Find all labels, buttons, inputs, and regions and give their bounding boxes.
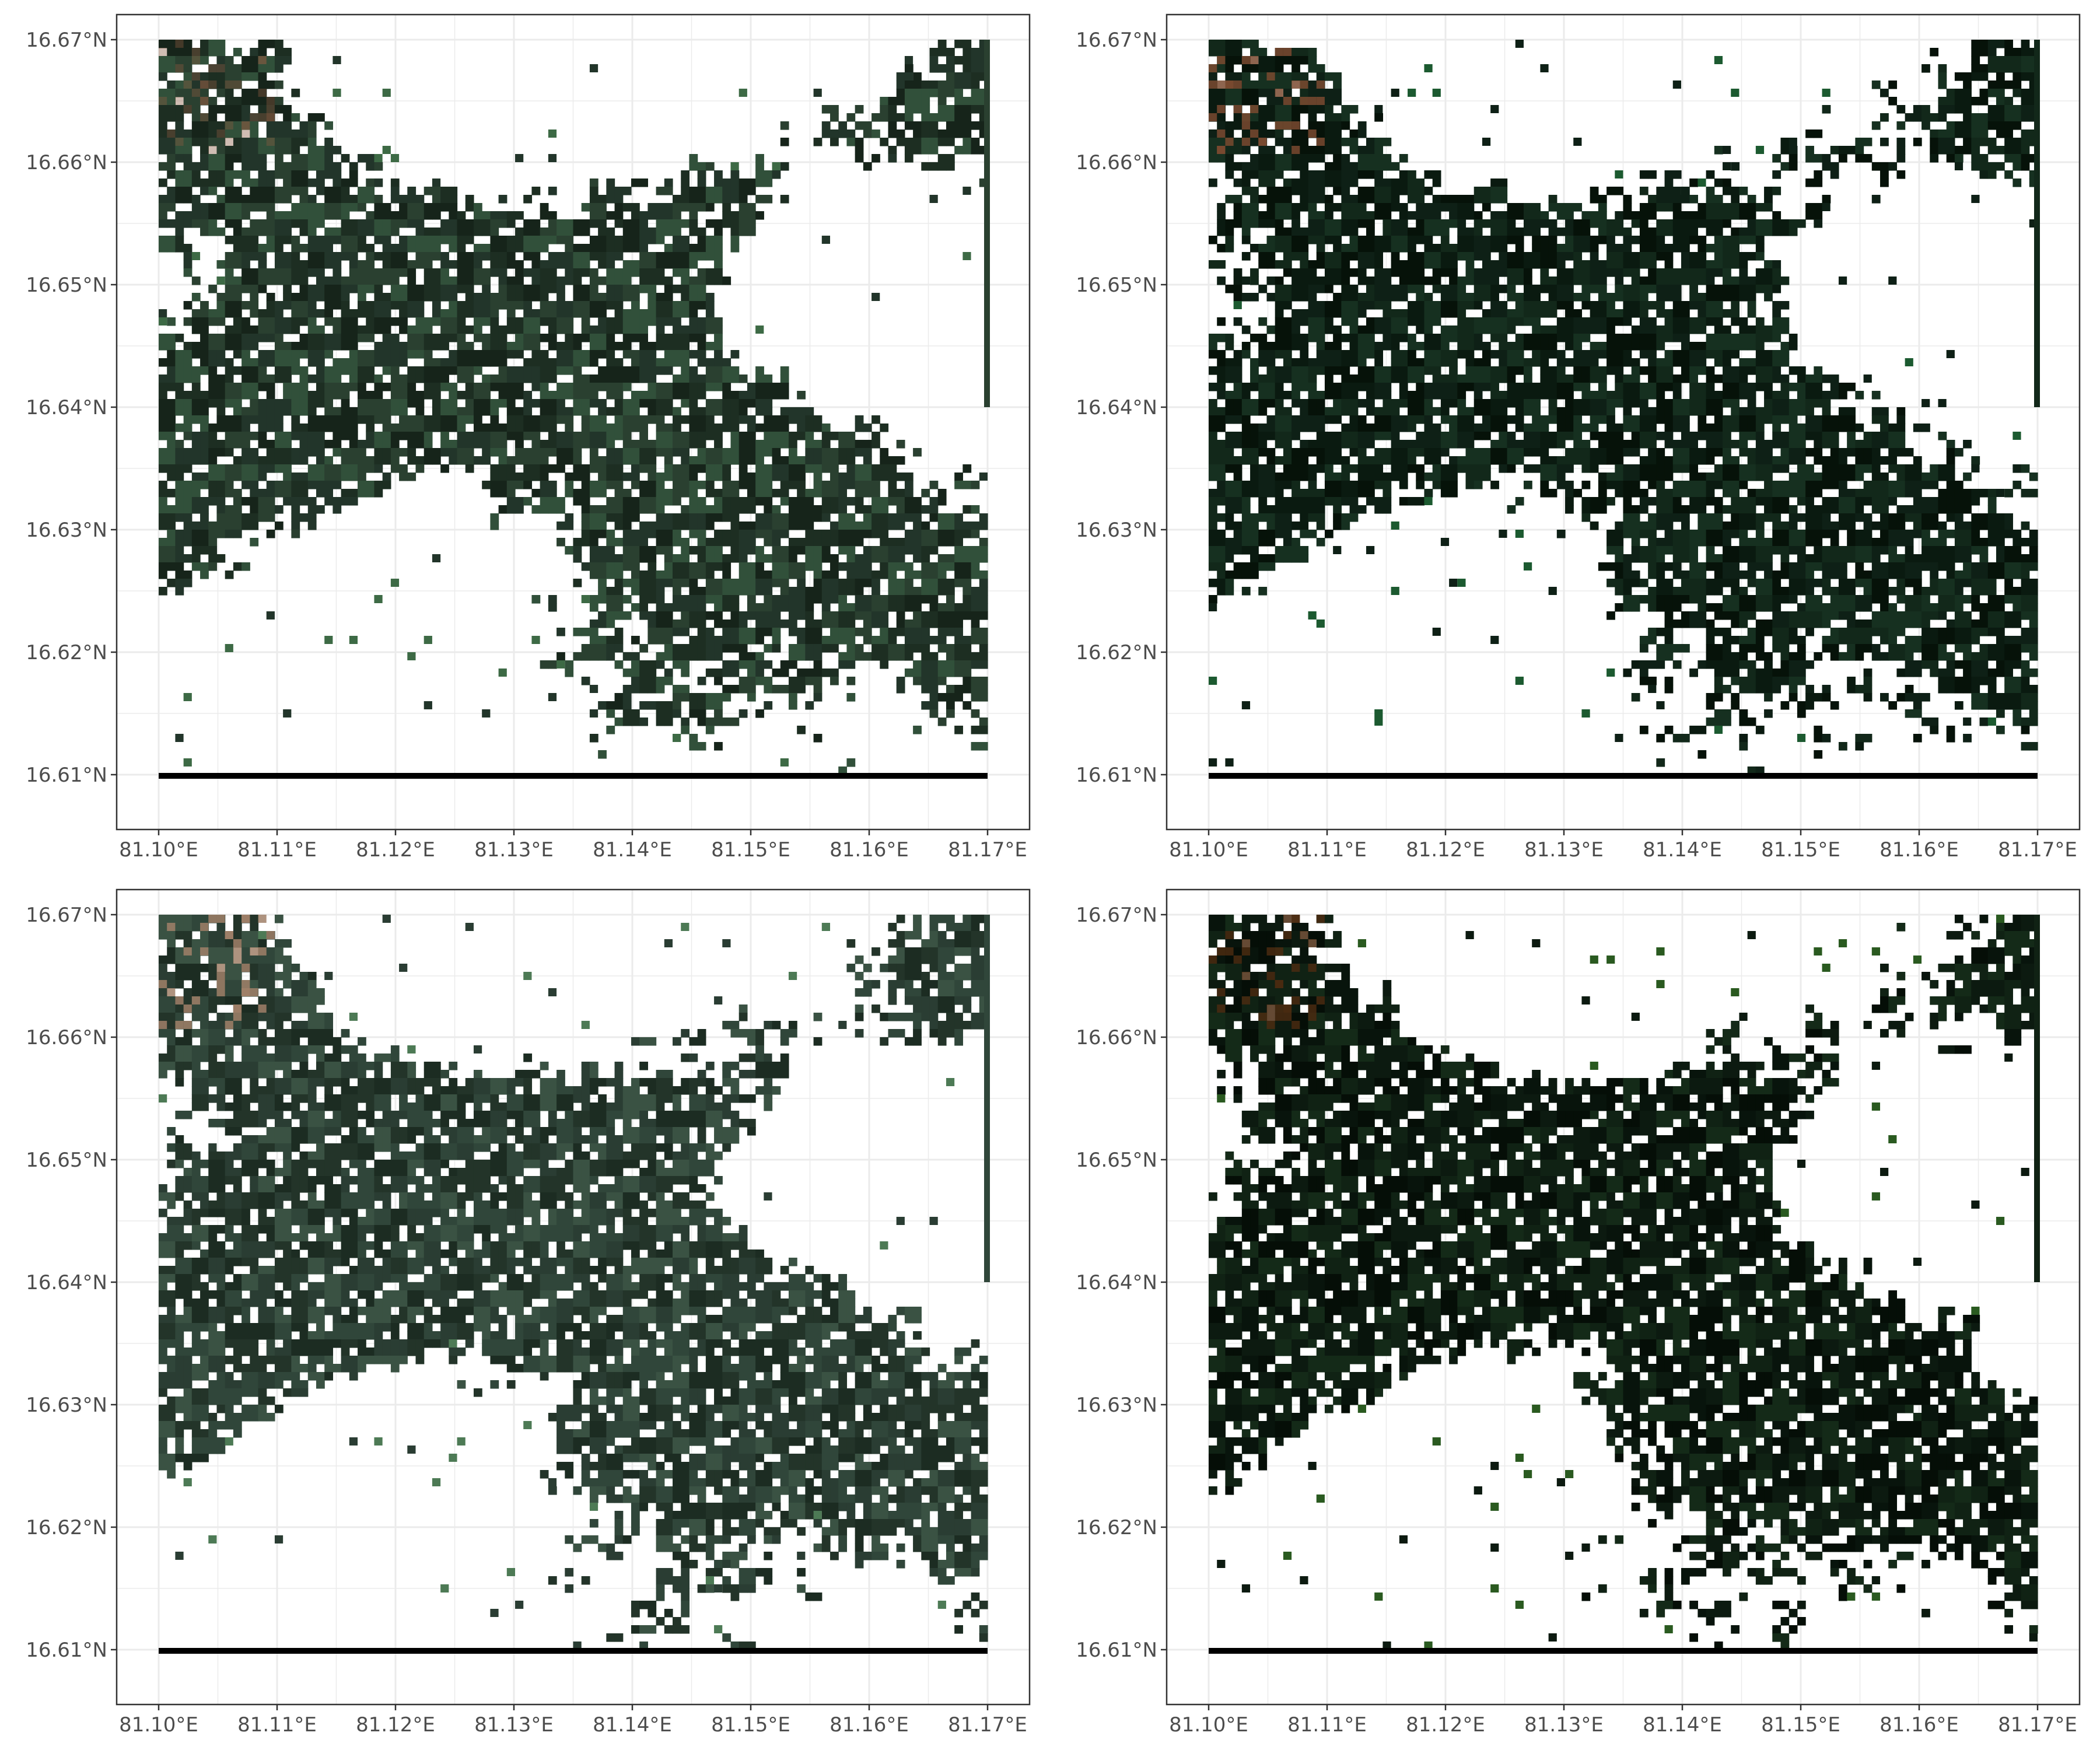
y-tick-label: 16.65°N (26, 1149, 107, 1172)
y-tick-label: 16.65°N (26, 274, 107, 297)
x-tick-label: 81.17°E (948, 838, 1027, 862)
x-tick-label: 81.16°E (1880, 838, 1959, 862)
x-tick-label: 81.11°E (237, 838, 317, 862)
x-axis: 81.10°E 81.11°E 81.12°E 81.13°E 81.14°E 81.15… (119, 830, 1027, 862)
y-tick-label: 16.65°N (1076, 274, 1157, 297)
x-tick-label: 81.16°E (830, 1713, 909, 1737)
x-tick-label: 81.13°E (474, 1713, 554, 1737)
map-svg-bottom-right: 81.10°E 81.11°E 81.12°E 81.13°E 81.14°E 81.15… (1076, 888, 2081, 1737)
map-panel-top-right: 81.10°E 81.11°E 81.12°E 81.13°E 81.14°E 81.15… (1050, 0, 2100, 875)
x-tick-label: 81.11°E (237, 1713, 317, 1737)
x-axis: 81.10°E 81.11°E 81.12°E 81.13°E 81.14°E 81.15… (1169, 830, 2077, 862)
x-tick-label: 81.11°E (1287, 838, 1367, 862)
x-tick-label: 81.16°E (830, 838, 909, 862)
map-svg-top-left: 81.10°E 81.11°E 81.12°E 81.13°E 81.14°E 81.15… (26, 13, 1031, 862)
x-tick-label: 81.17°E (1998, 838, 2077, 862)
y-tick-label: 16.66°N (1076, 1026, 1157, 1049)
map-panel-bottom-right: 81.10°E 81.11°E 81.12°E 81.13°E 81.14°E 81.15… (1050, 875, 2100, 1750)
vegetation-raster (1209, 40, 2040, 775)
plot-frame (1166, 13, 2081, 831)
x-tick-label: 81.10°E (1169, 1713, 1248, 1737)
y-tick-label: 16.66°N (26, 151, 107, 174)
plot-frame (1166, 888, 2081, 1706)
y-tick-label: 16.67°N (1076, 29, 1157, 52)
map-svg-top-right: 81.10°E 81.11°E 81.12°E 81.13°E 81.14°E 81.15… (1076, 13, 2081, 862)
y-tick-label: 16.64°N (26, 1271, 107, 1294)
x-tick-label: 81.15°E (711, 838, 790, 862)
map-panel-top-left: 81.10°E 81.11°E 81.12°E 81.13°E 81.14°E 81.15… (0, 0, 1050, 875)
y-tick-label: 16.62°N (26, 1516, 107, 1539)
y-tick-label: 16.64°N (26, 396, 107, 419)
y-tick-label: 16.67°N (26, 29, 107, 52)
y-tick-label: 16.66°N (26, 1026, 107, 1049)
y-axis: 16.67°N 16.66°N 16.65°N 16.64°N 16.63°N 16.62… (26, 904, 117, 1662)
y-tick-label: 16.62°N (1076, 1516, 1157, 1539)
x-axis: 81.10°E 81.11°E 81.12°E 81.13°E 81.14°E 81.15… (1169, 1704, 2077, 1737)
vegetation-raster (159, 40, 990, 775)
x-tick-label: 81.14°E (593, 1713, 672, 1737)
x-tick-label: 81.13°E (1524, 1713, 1604, 1737)
baseline-band (159, 1648, 988, 1654)
y-tick-label: 16.63°N (1076, 519, 1157, 542)
y-axis: 16.67°N 16.66°N 16.65°N 16.64°N 16.63°N 16.62… (1076, 29, 1167, 787)
x-tick-label: 81.12°E (356, 838, 435, 862)
y-tick-label: 16.64°N (1076, 1271, 1157, 1294)
x-tick-label: 81.14°E (1643, 838, 1722, 862)
plot-frame (116, 13, 1031, 831)
y-tick-label: 16.67°N (1076, 904, 1157, 927)
x-tick-label: 81.15°E (711, 1713, 790, 1737)
x-axis: 81.10°E 81.11°E 81.12°E 81.13°E 81.14°E 81.15… (119, 1704, 1027, 1737)
y-tick-label: 16.65°N (1076, 1149, 1157, 1172)
x-tick-label: 81.16°E (1880, 1713, 1959, 1737)
map-panel-bottom-left: 81.10°E 81.11°E 81.12°E 81.13°E 81.14°E 81.15… (0, 875, 1050, 1750)
y-tick-label: 16.62°N (1076, 641, 1157, 664)
x-tick-label: 81.11°E (1287, 1713, 1367, 1737)
x-tick-label: 81.15°E (1761, 838, 1840, 862)
y-axis: 16.67°N 16.66°N 16.65°N 16.64°N 16.63°N 16.62… (1076, 904, 1167, 1662)
y-tick-label: 16.62°N (26, 641, 107, 664)
y-tick-label: 16.64°N (1076, 396, 1157, 419)
baseline-band (1209, 1648, 2038, 1654)
plot-frame (116, 888, 1031, 1706)
map-svg-bottom-left: 81.10°E 81.11°E 81.12°E 81.13°E 81.14°E 81.15… (26, 888, 1031, 1737)
x-tick-label: 81.10°E (119, 1713, 198, 1737)
vegetation-raster (1209, 915, 2040, 1650)
x-tick-label: 81.12°E (1406, 1713, 1485, 1737)
y-tick-label: 16.61°N (26, 764, 107, 787)
y-axis: 16.67°N 16.66°N 16.65°N 16.64°N 16.63°N 16.62… (26, 29, 117, 787)
x-tick-label: 81.10°E (119, 838, 198, 862)
y-tick-label: 16.63°N (26, 519, 107, 542)
baseline-band (159, 773, 988, 779)
x-tick-label: 81.14°E (593, 838, 672, 862)
x-tick-label: 81.15°E (1761, 1713, 1840, 1737)
x-tick-label: 81.10°E (1169, 838, 1248, 862)
y-tick-label: 16.63°N (26, 1394, 107, 1417)
x-tick-label: 81.12°E (1406, 838, 1485, 862)
x-tick-label: 81.12°E (356, 1713, 435, 1737)
y-tick-label: 16.61°N (1076, 1639, 1157, 1662)
y-tick-label: 16.63°N (1076, 1394, 1157, 1417)
x-tick-label: 81.17°E (1998, 1713, 2077, 1737)
y-tick-label: 16.67°N (26, 904, 107, 927)
x-tick-label: 81.14°E (1643, 1713, 1722, 1737)
y-tick-label: 16.66°N (1076, 151, 1157, 174)
y-tick-label: 16.61°N (26, 1639, 107, 1662)
vegetation-raster (159, 915, 990, 1650)
x-tick-label: 81.13°E (1524, 838, 1604, 862)
x-tick-label: 81.13°E (474, 838, 554, 862)
y-tick-label: 16.61°N (1076, 764, 1157, 787)
x-tick-label: 81.17°E (948, 1713, 1027, 1737)
baseline-band (1209, 773, 2038, 779)
